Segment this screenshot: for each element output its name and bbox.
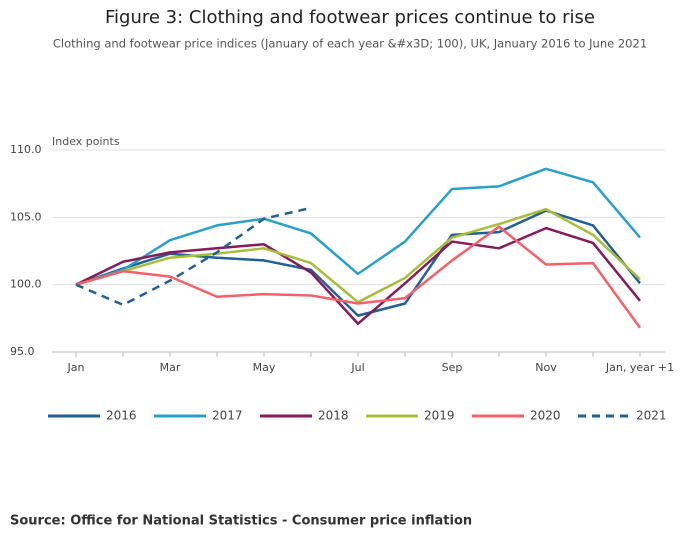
y-tick-label: 110.0 bbox=[10, 143, 42, 156]
series-line bbox=[75, 167, 641, 286]
series-line bbox=[75, 206, 312, 307]
series-line bbox=[75, 208, 641, 304]
legend-label: 2020 bbox=[530, 409, 561, 423]
series-line bbox=[75, 225, 642, 329]
legend-label: 2017 bbox=[212, 409, 243, 423]
legend-label: 2021 bbox=[636, 409, 667, 423]
x-tick-label: Jul bbox=[350, 361, 364, 374]
source: Source: Office for National Statistics -… bbox=[10, 514, 472, 529]
x-tick-label: Mar bbox=[160, 361, 181, 374]
x-tick-label: Sep bbox=[442, 361, 463, 374]
legend-label: 2018 bbox=[318, 409, 349, 423]
legend-label: 2019 bbox=[424, 409, 455, 423]
chart-title: Figure 3: Clothing and footwear prices c… bbox=[105, 7, 595, 28]
x-tick-label: Nov bbox=[535, 361, 557, 374]
series-line bbox=[75, 226, 641, 325]
x-tick-label: Jan bbox=[67, 361, 85, 374]
y-tick-label: 100.0 bbox=[10, 278, 42, 291]
y-axis-label: Index points bbox=[52, 135, 120, 148]
x-tick-label: May bbox=[253, 361, 276, 374]
legend-label: 2016 bbox=[106, 409, 137, 423]
y-tick-label: 105.0 bbox=[10, 210, 42, 223]
chart-subtitle: Clothing and footwear price indices (Jan… bbox=[53, 37, 647, 51]
y-tick-label: 95.0 bbox=[10, 345, 35, 358]
x-tick-label: Jan, year +1 bbox=[605, 361, 674, 374]
